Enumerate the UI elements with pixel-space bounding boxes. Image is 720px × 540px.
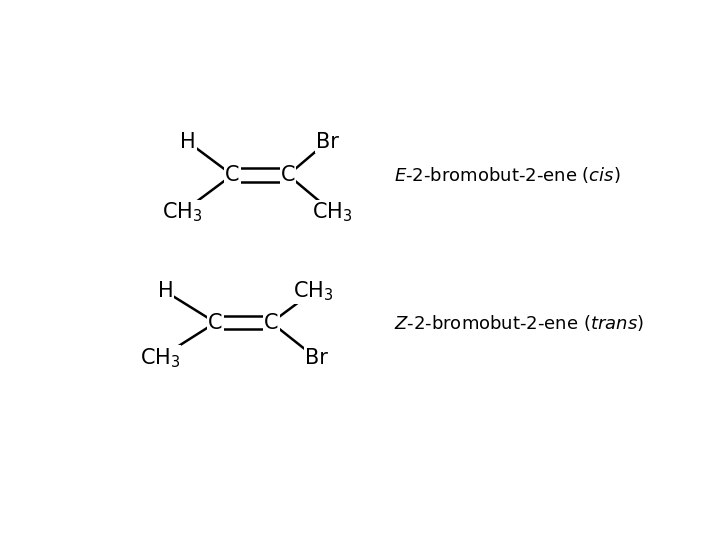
Text: $\mathit{E}$-2-bromobut-2-ene ($\mathit{cis}$): $\mathit{E}$-2-bromobut-2-ene ($\mathit{… xyxy=(394,165,621,185)
Text: H: H xyxy=(158,281,173,301)
Text: CH$_3$: CH$_3$ xyxy=(162,200,202,224)
Text: $\mathit{Z}$-2-bromobut-2-ene ($\mathit{trans}$): $\mathit{Z}$-2-bromobut-2-ene ($\mathit{… xyxy=(394,313,644,333)
Text: CH$_3$: CH$_3$ xyxy=(312,200,353,224)
Text: C: C xyxy=(264,313,279,333)
Text: Br: Br xyxy=(315,132,338,152)
Text: H: H xyxy=(180,132,195,152)
Text: C: C xyxy=(225,165,240,185)
Text: CH$_3$: CH$_3$ xyxy=(293,280,333,303)
Text: C: C xyxy=(208,313,222,333)
Text: CH$_3$: CH$_3$ xyxy=(140,346,180,370)
Text: Br: Br xyxy=(305,348,328,368)
Text: C: C xyxy=(281,165,295,185)
